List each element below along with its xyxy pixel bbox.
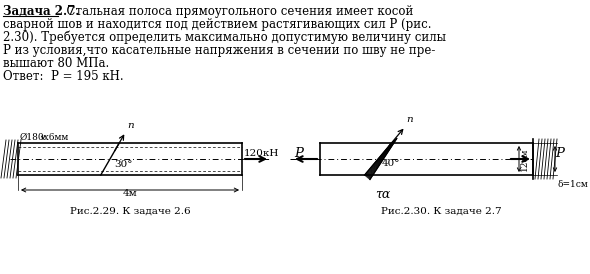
Text: Ø180х6мм: Ø180х6мм: [20, 133, 69, 142]
Text: P: P: [555, 147, 564, 160]
Text: 12см: 12см: [520, 147, 529, 171]
Text: сварной шов и находится под действием растягивающих сил P (рис.: сварной шов и находится под действием ра…: [3, 18, 431, 31]
Text: Рис.2.29. К задаче 2.6: Рис.2.29. К задаче 2.6: [70, 207, 191, 216]
Text: Задача 2.7.: Задача 2.7.: [3, 5, 80, 18]
Text: 120кН: 120кН: [244, 149, 280, 158]
Text: Рис.2.30. К задаче 2.7: Рис.2.30. К задаче 2.7: [381, 207, 502, 216]
Text: 30°: 30°: [114, 160, 133, 169]
Text: τα: τα: [375, 188, 391, 201]
Text: Ответ:  P = 195 кН.: Ответ: P = 195 кН.: [3, 70, 124, 83]
Text: 2.30). Требуется определить максимально допустимую величину силы: 2.30). Требуется определить максимально …: [3, 31, 446, 44]
Text: n: n: [127, 121, 135, 130]
Text: вышают 80 МПа.: вышают 80 МПа.: [3, 57, 109, 70]
Text: P: P: [294, 147, 303, 160]
Text: 40°: 40°: [382, 159, 401, 168]
Text: P из условия,что касательные напряжения в сечении по шву не пре-: P из условия,что касательные напряжения …: [3, 44, 435, 57]
Text: Стальная полоса прямоугольного сечения имеет косой: Стальная полоса прямоугольного сечения и…: [59, 5, 414, 18]
Text: δ=1см: δ=1см: [557, 180, 588, 189]
Text: n: n: [407, 115, 413, 124]
Text: 4м: 4м: [123, 189, 137, 198]
